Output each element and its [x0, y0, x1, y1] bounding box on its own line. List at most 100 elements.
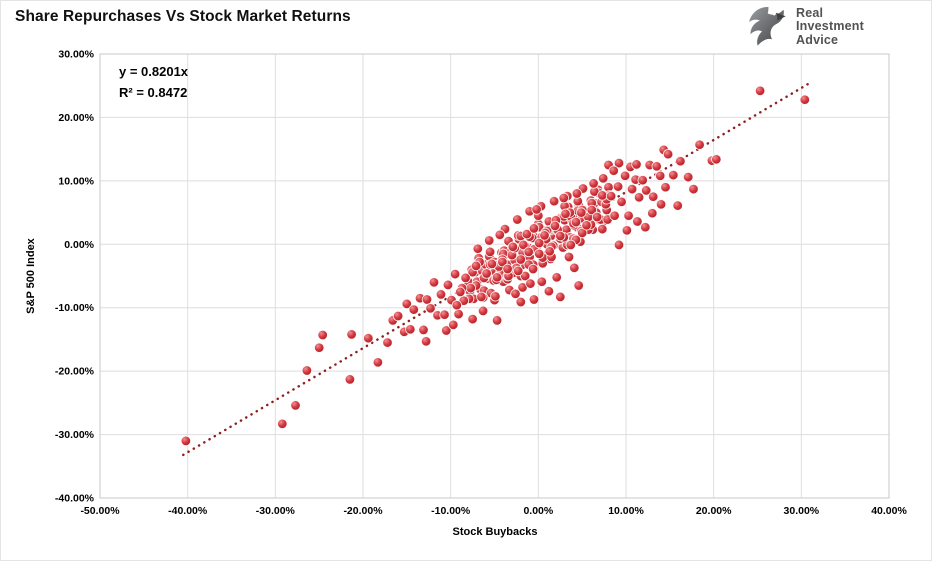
y-tick-label: 20.00% [58, 112, 94, 124]
data-point [512, 214, 523, 225]
data-point [439, 309, 450, 320]
data-point [476, 291, 487, 303]
data-point [401, 298, 413, 310]
data-point [536, 276, 548, 287]
data-point [451, 299, 463, 311]
x-tick-label: -30.00% [256, 505, 296, 517]
data-point [647, 191, 659, 202]
data-point [570, 216, 582, 228]
x-tick-label: -10.00% [431, 505, 471, 517]
y-tick-label: -20.00% [55, 366, 95, 378]
data-point [640, 185, 652, 196]
data-point [425, 303, 436, 314]
data-point [647, 207, 658, 219]
ria-logo: Real Investment Advice [743, 4, 864, 50]
data-point [651, 161, 662, 172]
data-point [449, 268, 461, 280]
data-point [421, 294, 433, 305]
data-point [418, 324, 429, 336]
axis-tick-labels: -50.00% -40.00% -30.00% -20.00% -10.00% 0.00%… [55, 49, 908, 518]
data-point [675, 155, 686, 167]
regression-r-squared: R² = 0.8472 [119, 84, 188, 100]
data-point [507, 241, 519, 253]
y-tick-label: 0.00% [64, 239, 94, 251]
data-point [467, 313, 478, 325]
data-point [442, 279, 454, 291]
data-point [435, 289, 447, 300]
data-point [711, 154, 722, 165]
data-point [405, 324, 416, 335]
data-point [531, 204, 542, 215]
data-point [613, 157, 625, 169]
data-point [608, 165, 619, 176]
data-point [408, 304, 420, 315]
data-point [521, 228, 533, 240]
data-point [346, 329, 357, 340]
chart-title: Share Repurchases Vs Stock Market Return… [15, 8, 351, 25]
data-point [484, 246, 496, 258]
data-point [672, 200, 683, 211]
plot-border [99, 53, 890, 499]
data-point [549, 220, 561, 232]
data-point [539, 230, 550, 241]
data-point [633, 192, 645, 203]
data-point [180, 435, 192, 447]
data-point [754, 85, 766, 97]
data-point [558, 192, 570, 204]
data-point [655, 199, 667, 210]
data-point [515, 254, 527, 265]
ria-logo-text: Real Investment Advice [796, 6, 864, 47]
trendline-dotted [182, 82, 810, 457]
data-point [528, 294, 540, 305]
gridlines [99, 53, 890, 499]
data-point [560, 208, 571, 220]
data-point [544, 246, 555, 257]
data-point [533, 248, 545, 260]
data-point [528, 223, 540, 234]
data-point [420, 336, 432, 347]
data-point [619, 170, 631, 182]
data-point [621, 225, 633, 236]
data-point [551, 272, 562, 283]
data-point [301, 365, 313, 376]
data-point [605, 190, 617, 202]
x-tick-label: 30.00% [784, 505, 820, 517]
logo-line-1: Real [796, 6, 824, 21]
data-point [662, 148, 674, 160]
data-point [491, 315, 503, 326]
data-point [597, 173, 609, 184]
data-point [277, 418, 288, 430]
data-point [613, 239, 625, 251]
data-point [453, 308, 464, 320]
data-point [563, 251, 575, 263]
data-point [392, 310, 404, 322]
data-point [455, 286, 466, 298]
data-point [525, 278, 536, 289]
data-point [494, 229, 506, 241]
data-point [543, 285, 555, 297]
data-point [510, 288, 521, 300]
data-point [588, 178, 599, 189]
data-point [518, 239, 529, 251]
x-tick-label: -50.00% [80, 505, 120, 517]
data-point [660, 181, 671, 193]
y-tick-label: 30.00% [58, 49, 94, 61]
data-point [382, 337, 393, 348]
data-point [548, 195, 560, 207]
data-point [581, 220, 592, 231]
data-point [799, 94, 811, 105]
data-point [576, 207, 587, 218]
data-point [609, 210, 620, 221]
data-point [631, 159, 642, 170]
data-point [694, 139, 705, 150]
logo-line-3: Advice [796, 32, 839, 47]
data-point [477, 305, 489, 317]
data-point [465, 282, 477, 294]
data-point [363, 332, 374, 344]
data-point [344, 374, 356, 385]
data-point [637, 174, 648, 186]
y-tick-label: 10.00% [58, 175, 94, 187]
x-tick-label: 0.00% [523, 505, 553, 517]
